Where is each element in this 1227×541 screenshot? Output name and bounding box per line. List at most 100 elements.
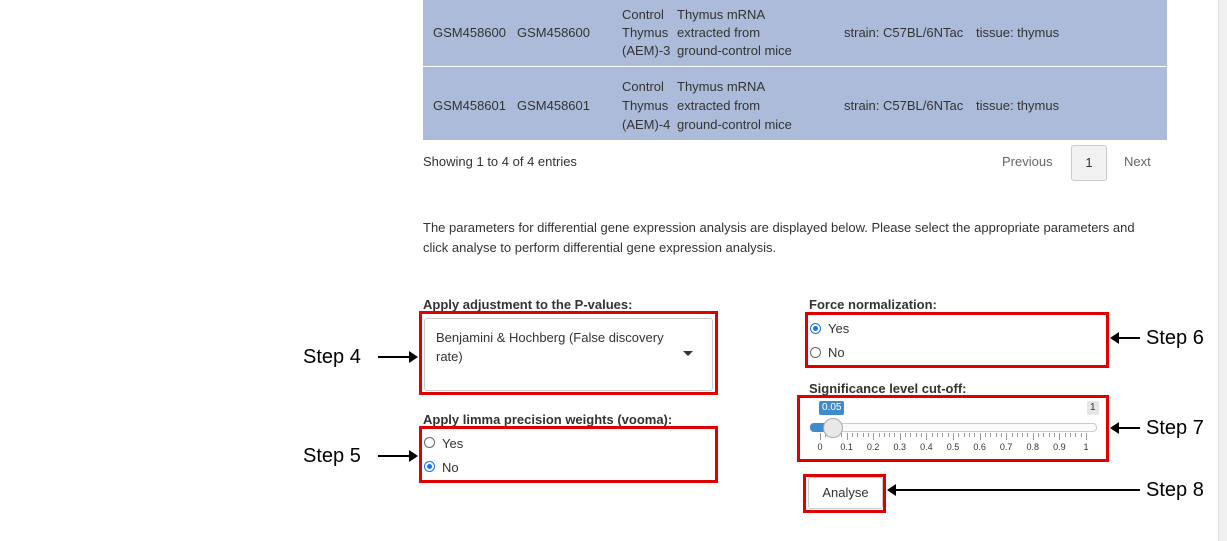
normalization-no-label: No — [828, 345, 845, 360]
slider-tick — [942, 433, 944, 437]
table-cell: GSM458600 — [433, 25, 506, 40]
pagination-next[interactable]: Next — [1124, 154, 1151, 169]
table-cell: GSM458601 — [433, 98, 506, 113]
slider-tick — [1016, 433, 1018, 437]
table-row: GSM458601 GSM458601 Control Thymus (AEM)… — [423, 67, 1167, 140]
slider-tick — [1011, 433, 1013, 437]
slider-tick — [820, 433, 821, 440]
description-line-2: click analyse to perform differential ge… — [423, 240, 777, 255]
slider-tick — [937, 433, 939, 437]
table-cell: GSM458600 — [517, 25, 590, 40]
slider-tick-label: 0.1 — [840, 442, 853, 452]
vooma-label: Apply limma precision weights (vooma): — [423, 412, 673, 427]
slider-tick — [958, 433, 960, 437]
slider-tick — [1080, 433, 1082, 437]
table-cell: strain: C57BL/6NTac — [844, 98, 964, 113]
table-cell: strain: C57BL/6NTac — [844, 25, 964, 40]
step5-arrow — [378, 455, 411, 457]
table-cell: Thymus — [622, 25, 669, 40]
slider-tick — [905, 433, 907, 437]
slider-tick — [1027, 433, 1029, 437]
slider-tick — [878, 433, 880, 437]
slider-tick — [1086, 433, 1087, 440]
slider-tick — [867, 433, 869, 437]
slider-tick — [979, 433, 981, 440]
table-cell: (AEM)-4 — [622, 117, 671, 132]
pagination-previous[interactable]: Previous — [1002, 154, 1053, 169]
table-cell: Control — [622, 7, 664, 22]
slider-tick — [963, 433, 965, 437]
slider-tick — [926, 433, 928, 440]
slider-tick — [1075, 433, 1077, 437]
normalization-yes-radio[interactable] — [810, 323, 821, 334]
pvalue-select[interactable]: Benjamini & Hochberg (False discovery ra… — [424, 318, 713, 391]
slider-tick — [862, 433, 864, 437]
vooma-yes-radio[interactable] — [424, 437, 435, 448]
slider-tick — [910, 433, 912, 437]
arrow-head-icon — [409, 450, 418, 462]
step8-highlight — [803, 474, 886, 513]
pvalue-selected-line-2: rate) — [436, 349, 463, 364]
pvalue-label: Apply adjustment to the P-values: — [423, 297, 633, 312]
slider-tick-label: 0.5 — [946, 442, 960, 452]
slider-tick — [931, 433, 933, 437]
vooma-no-radio[interactable] — [424, 461, 435, 472]
slider-tick — [889, 433, 891, 437]
slider-tick — [1054, 433, 1056, 437]
slider-tick — [990, 433, 992, 437]
arrow-head-icon — [1110, 422, 1119, 434]
step4-label: Step 4 — [303, 346, 361, 368]
slider-tick-label: 0 — [817, 442, 823, 452]
slider-tick-label: 0.6 — [973, 442, 986, 452]
slider-tick — [841, 433, 843, 437]
slider-tick — [1043, 433, 1045, 437]
pagination-page-1[interactable]: 1 — [1071, 145, 1107, 181]
slider-tick-label: 0.8 — [1026, 442, 1040, 452]
step7-highlight — [797, 395, 1109, 462]
arrow-head-icon — [1110, 332, 1119, 344]
slider-tick — [894, 433, 896, 437]
slider-tick-label: 0.3 — [893, 442, 907, 452]
normalization-label: Force normalization: — [809, 297, 937, 312]
slider-tick-label: 1 — [1083, 442, 1089, 452]
slider-tick — [883, 433, 885, 437]
slider-tick — [947, 433, 949, 437]
scrollbar[interactable] — [1218, 0, 1227, 541]
slider-tick — [1006, 433, 1008, 440]
table-cell: tissue: thymus — [976, 98, 1060, 113]
slider-tick — [1022, 433, 1024, 437]
normalization-no-radio[interactable] — [810, 347, 821, 358]
table-cell: extracted from — [677, 25, 761, 40]
table-cell: GSM458601 — [517, 98, 590, 113]
slider-max-badge: 1 — [1087, 401, 1099, 415]
slider-tick-label: 0.4 — [920, 442, 933, 452]
slider-tick — [974, 433, 976, 437]
slider-tick — [1059, 433, 1061, 440]
slider-handle[interactable] — [823, 418, 844, 438]
slider-tick — [1032, 433, 1034, 440]
step6-arrow — [1118, 337, 1140, 339]
slider-tick — [995, 433, 997, 437]
significance-label: Significance level cut-off: — [809, 381, 967, 396]
slider-tick — [857, 433, 859, 437]
description-line-1: The parameters for differential gene exp… — [423, 220, 1135, 235]
step6-highlight — [805, 312, 1109, 368]
table-cell: (AEM)-3 — [622, 43, 671, 58]
slider-tick — [846, 433, 848, 440]
step4-arrow — [378, 356, 411, 358]
table-cell: tissue: thymus — [976, 25, 1060, 40]
slider-track[interactable] — [810, 423, 1097, 432]
normalization-yes-label: Yes — [828, 321, 850, 336]
slider-tick — [899, 433, 901, 440]
slider-tick — [984, 433, 986, 437]
slider-tick — [915, 433, 917, 437]
table-cell: ground-control mice — [677, 117, 792, 132]
table-row: GSM458600 GSM458600 Control Thymus (AEM)… — [423, 0, 1167, 66]
slider-tick — [953, 433, 954, 440]
step5-highlight — [419, 426, 718, 483]
step7-arrow — [1118, 427, 1140, 429]
arrow-head-icon — [409, 351, 418, 363]
analyse-button[interactable]: Analyse — [808, 477, 883, 509]
chevron-down-icon — [683, 351, 693, 356]
step8-arrow — [895, 489, 1140, 491]
